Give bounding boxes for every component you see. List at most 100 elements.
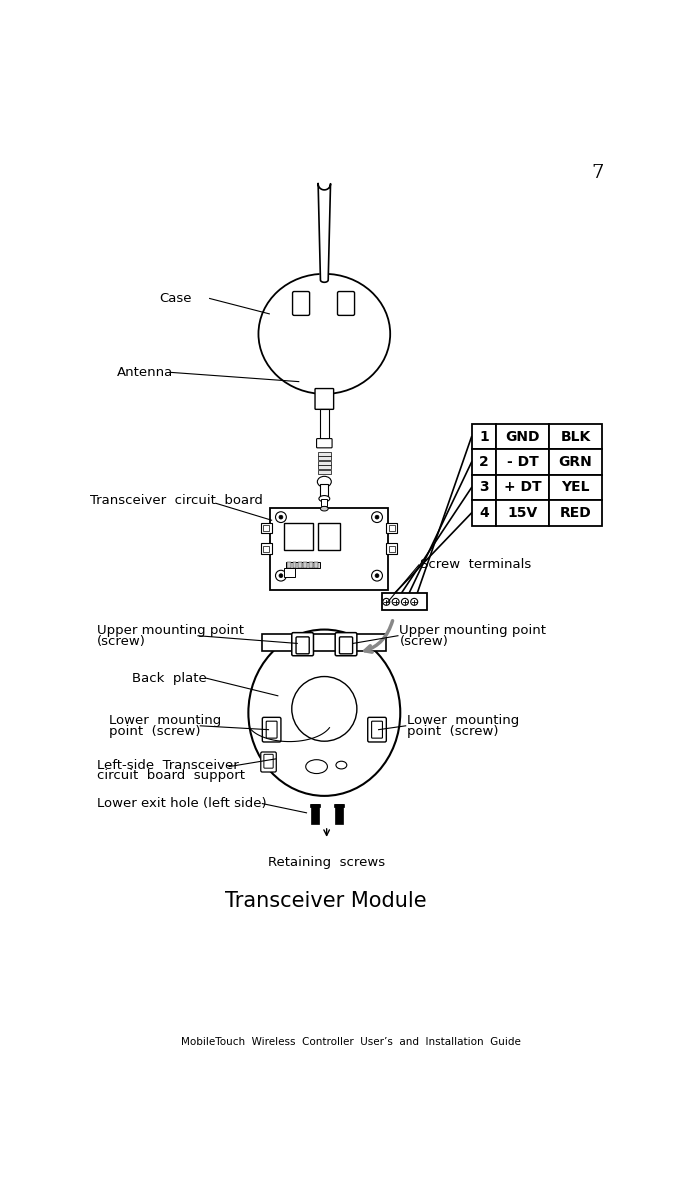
Bar [334,804,344,807]
Circle shape [392,598,399,605]
Ellipse shape [317,476,332,487]
Bar [321,484,328,495]
FancyBboxPatch shape [264,754,273,768]
Bar [388,525,395,531]
Text: point  (screw): point (screw) [408,724,499,737]
Bar [263,545,269,551]
Bar [497,475,549,500]
Bar [549,424,602,449]
Text: - DT: - DT [507,455,538,469]
Bar [309,562,312,568]
Text: Lower exit hole (left side): Lower exit hole (left side) [97,797,267,810]
Bar [497,424,549,449]
Text: circuit  board  support: circuit board support [97,769,245,782]
Circle shape [279,574,283,578]
FancyBboxPatch shape [338,292,355,316]
Ellipse shape [249,630,400,796]
Text: Retaining  screws: Retaining screws [268,856,385,869]
Text: point  (screw): point (screw) [109,724,201,737]
Circle shape [275,570,286,581]
Text: Lower  mounting: Lower mounting [109,713,221,727]
Text: 3: 3 [479,480,489,494]
Bar [471,449,497,475]
Bar [549,500,602,525]
FancyArrowPatch shape [365,621,393,653]
Bar [303,562,308,568]
FancyBboxPatch shape [316,438,332,448]
Text: Left-side  Transceiver: Left-side Transceiver [97,759,239,772]
Text: 7: 7 [591,164,603,182]
FancyBboxPatch shape [368,717,386,742]
FancyBboxPatch shape [296,637,309,654]
Circle shape [383,598,390,605]
Bar [320,409,329,439]
Bar [262,634,386,651]
Bar [386,543,397,554]
Text: Upper mounting point: Upper mounting point [399,624,547,637]
FancyBboxPatch shape [315,388,334,410]
Bar [311,804,319,824]
Bar [314,562,318,568]
FancyBboxPatch shape [261,752,276,772]
Circle shape [279,516,283,519]
Text: 15V: 15V [508,506,538,520]
Text: YEL: YEL [561,480,590,494]
FancyBboxPatch shape [262,717,281,742]
Circle shape [371,512,382,523]
Circle shape [411,598,418,605]
Bar [287,562,291,568]
Bar [497,500,549,525]
Bar [284,568,295,578]
Text: MobileTouch  Wireless  Controller  User’s  and  Installation  Guide: MobileTouch Wireless Controller User’s a… [181,1037,521,1047]
Text: RED: RED [560,506,591,520]
Bar [471,424,497,449]
Bar [388,545,395,551]
Text: Transceiver  circuit  board: Transceiver circuit board [90,494,262,507]
Ellipse shape [321,506,328,511]
Text: GRN: GRN [558,455,593,469]
FancyBboxPatch shape [371,722,382,738]
Bar [471,500,497,525]
Bar [497,449,549,475]
Ellipse shape [306,760,327,773]
Bar [310,804,320,807]
Text: BLK: BLK [560,430,590,444]
Circle shape [401,598,408,605]
Bar [318,523,340,550]
Bar [335,804,343,824]
Bar [261,543,272,554]
Bar [318,470,331,474]
Text: (screw): (screw) [97,635,146,648]
Circle shape [275,512,286,523]
FancyBboxPatch shape [292,292,310,316]
Bar [263,525,269,531]
Text: Upper mounting point: Upper mounting point [97,624,245,637]
FancyBboxPatch shape [292,632,314,656]
Bar [270,507,388,590]
Circle shape [375,574,379,578]
Ellipse shape [258,274,390,394]
Bar [549,475,602,500]
Bar [286,562,321,568]
Bar [298,562,302,568]
FancyBboxPatch shape [382,593,427,610]
Circle shape [371,570,382,581]
Text: (screw): (screw) [399,635,449,648]
Bar [386,523,397,534]
Text: 1: 1 [479,430,489,444]
Ellipse shape [319,495,329,501]
Bar [318,466,331,469]
Text: 4: 4 [479,506,489,520]
Bar [549,449,602,475]
Text: + DT: + DT [504,480,542,494]
Circle shape [292,676,357,741]
Ellipse shape [336,761,347,769]
Bar [321,499,327,506]
FancyBboxPatch shape [340,637,353,654]
Circle shape [375,516,379,519]
Text: Screw  terminals: Screw terminals [421,559,532,572]
Text: 2: 2 [479,455,489,469]
Bar [292,562,297,568]
Text: Back  plate: Back plate [132,672,207,685]
FancyBboxPatch shape [335,632,357,656]
